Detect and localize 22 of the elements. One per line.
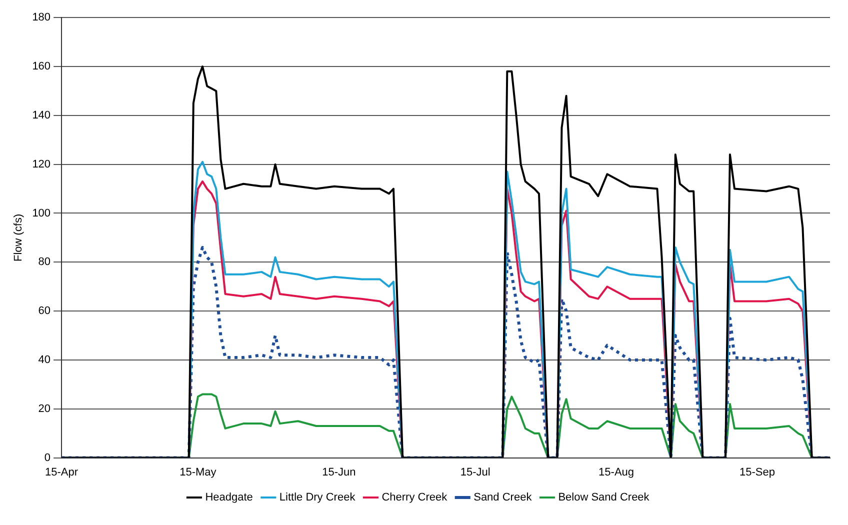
y-tick-label: 120 [32,158,51,170]
x-tick-label: 15-Jul [460,466,490,478]
legend-label: Headgate [205,492,253,504]
y-tick-label: 160 [32,60,51,73]
x-tick-label: 15-Jun [322,466,356,478]
y-tick-label: 100 [32,207,51,220]
y-tick-label: 60 [38,305,51,318]
y-tick-label: 140 [32,109,51,122]
y-axis-title: Flow (cfs) [12,214,25,262]
legend-label: Little Dry Creek [279,492,356,504]
y-tick-label: 0 [44,452,51,464]
legend-label: Below Sand Creek [558,492,650,504]
y-tick-label: 20 [38,402,51,415]
y-tick-label: 80 [38,256,51,268]
y-tick-label: 180 [32,12,51,24]
x-tick-label: 15-May [180,466,217,478]
x-tick-label: 15-Sep [740,466,775,478]
legend-label: Cherry Creek [382,492,448,504]
y-tick-label: 40 [38,354,51,366]
x-tick-label: 15-Aug [598,466,634,478]
x-tick-label: 15-Apr [45,466,78,478]
legend-label: Sand Creek [474,492,532,504]
